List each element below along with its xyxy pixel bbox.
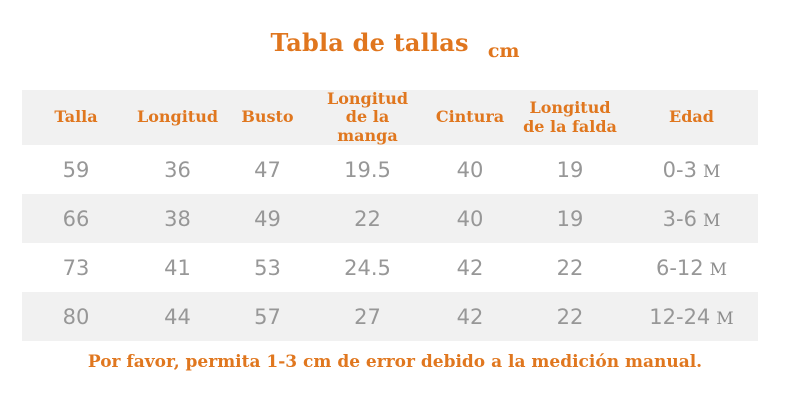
column-header-longitud: Longitud: [130, 90, 225, 146]
cell-longitud: 36: [164, 157, 191, 182]
age-unit: M: [716, 308, 734, 329]
cell-talla: 80: [22, 292, 130, 342]
measurement-disclaimer: Por favor, permita 1-3 cm de error debid…: [87, 352, 703, 372]
table-row: 66 38 49 22 40 19 3-6 M: [22, 194, 758, 244]
size-table: Talla Longitud Busto Longitud de la mang…: [22, 89, 758, 342]
cell-falda: 22: [556, 255, 584, 280]
cell-edad: 3-6 M: [625, 194, 758, 244]
cell-edad: 6-12 M: [625, 243, 758, 292]
age-range: 0-3: [662, 157, 697, 182]
cell-cintura: 40: [425, 194, 515, 244]
age-unit: M: [702, 210, 721, 231]
cell-busto: 53: [254, 255, 281, 280]
table-row: 59 36 47 19.5 40 19 0-3 M: [22, 145, 758, 194]
column-header-busto: Busto: [225, 90, 310, 146]
title-area: Tabla de tallas cm: [0, 28, 790, 62]
column-header-falda: Longitud de la falda: [515, 90, 625, 146]
cell-cintura: 42: [425, 292, 515, 342]
cell-falda: 19: [515, 194, 625, 244]
age-range: 3-6: [662, 206, 697, 231]
age-range: 12-24: [649, 304, 711, 329]
table-row: 73 41 53 24.5 42 22 6-12 M: [22, 243, 758, 292]
column-header-cintura: Cintura: [425, 90, 515, 146]
column-header-manga: Longitud de la manga: [310, 89, 425, 146]
age-unit: M: [702, 161, 721, 182]
cell-busto: 57: [225, 292, 310, 342]
cell-talla: 73: [62, 255, 90, 280]
cell-edad: 12-24 M: [625, 292, 758, 342]
cell-talla: 66: [22, 194, 130, 244]
column-header-talla: Talla: [22, 90, 130, 146]
unit-label: cm: [487, 40, 520, 62]
cell-longitud: 41: [164, 255, 191, 280]
cell-falda: 19: [556, 157, 584, 182]
cell-manga: 27: [310, 292, 425, 342]
cell-longitud: 44: [130, 292, 225, 342]
cell-busto: 47: [254, 157, 281, 182]
cell-cintura: 42: [456, 255, 484, 280]
table-row: 80 44 57 27 42 22 12-24 M: [22, 292, 758, 342]
cell-longitud: 38: [130, 194, 225, 244]
cell-edad: 0-3 M: [625, 145, 758, 194]
cell-talla: 59: [62, 157, 90, 182]
cell-cintura: 40: [456, 157, 484, 182]
cell-busto: 49: [225, 194, 310, 244]
cell-manga: 24.5: [344, 255, 391, 280]
column-header-edad: Edad: [625, 90, 758, 146]
age-unit: M: [709, 259, 728, 280]
page-title: Tabla de tallas: [270, 28, 469, 57]
table-header-row: Talla Longitud Busto Longitud de la mang…: [22, 89, 758, 146]
cell-falda: 22: [515, 292, 625, 342]
cell-manga: 19.5: [344, 157, 391, 182]
cell-manga: 22: [310, 194, 425, 244]
age-range: 6-12: [655, 255, 704, 280]
